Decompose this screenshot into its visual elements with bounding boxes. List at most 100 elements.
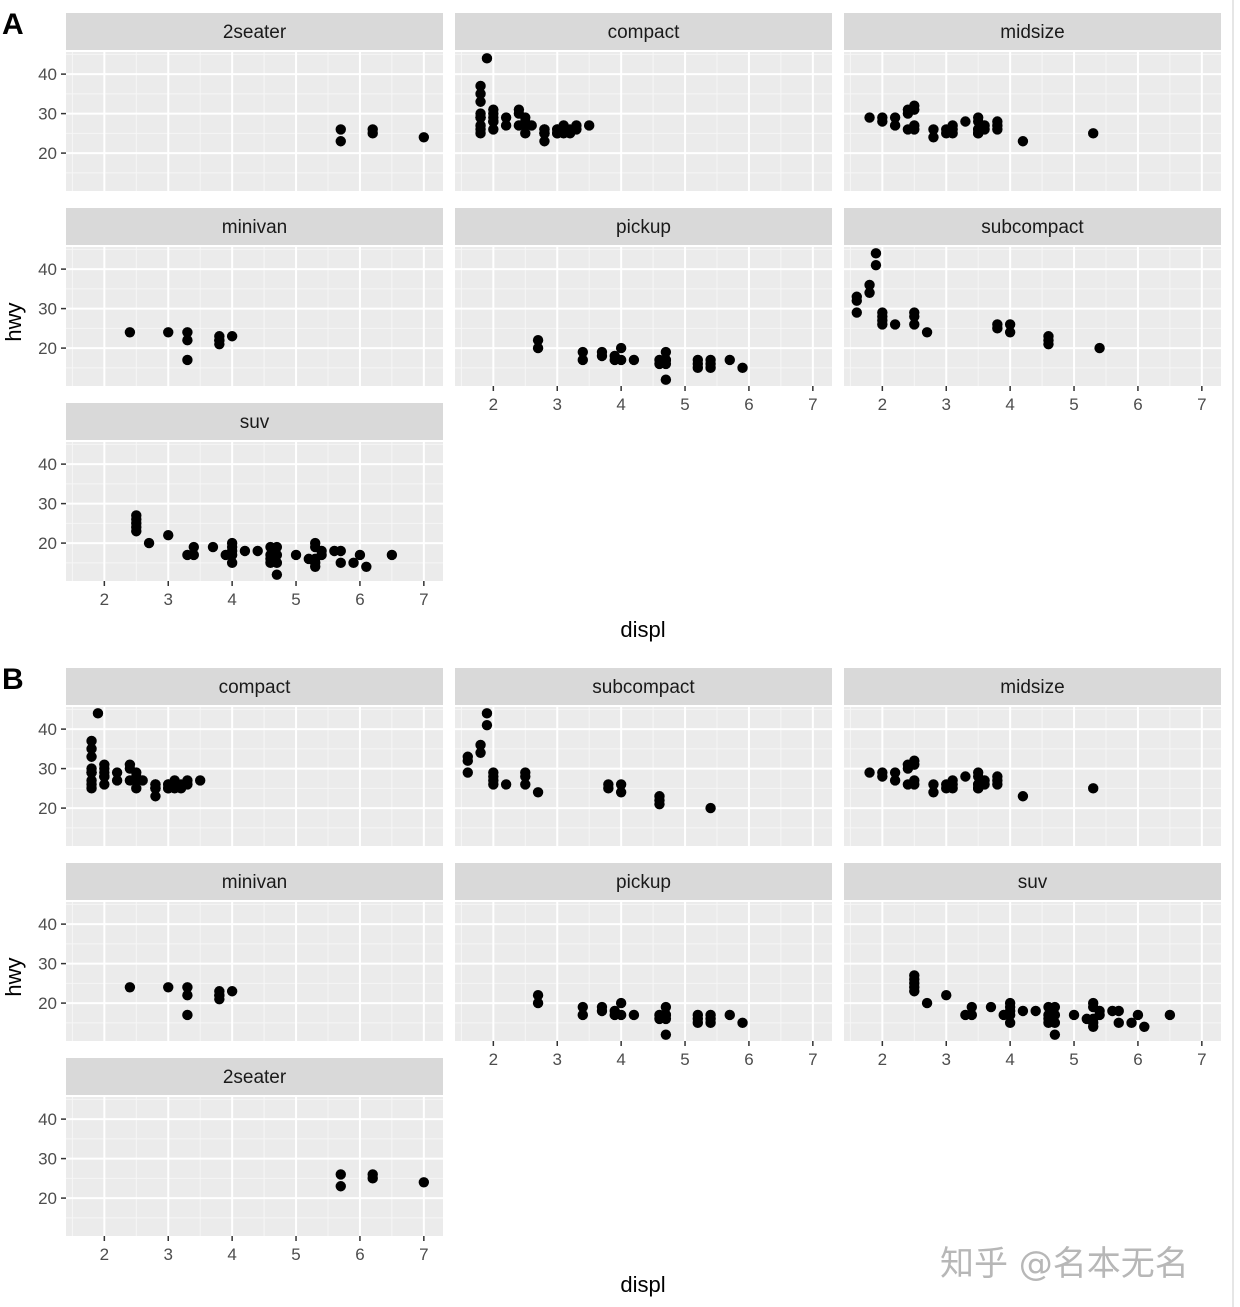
data-point: [909, 311, 920, 322]
facet-strip: [66, 403, 443, 440]
x-tick-label: 5: [680, 1050, 689, 1069]
data-point: [909, 319, 920, 330]
data-point: [1126, 1017, 1137, 1029]
x-tick-label: 5: [291, 590, 300, 609]
data-point: [564, 128, 576, 139]
data-point: [475, 88, 486, 100]
data-point: [310, 561, 321, 572]
x-tick-label: 4: [1005, 1050, 1014, 1069]
data-point: [481, 53, 493, 64]
data-point: [226, 986, 238, 997]
data-point: [979, 124, 990, 135]
data-point: [577, 354, 588, 366]
x-tick-label: 4: [227, 1245, 236, 1264]
x-tick-label: 5: [291, 1245, 300, 1264]
data-point: [367, 128, 378, 139]
data-point: [864, 767, 875, 778]
data-point: [86, 763, 97, 774]
data-point: [150, 783, 161, 794]
y-tick-label: 40: [38, 260, 57, 279]
y-tick-label: 20: [38, 144, 57, 163]
facet-strip-label: subcompact: [592, 677, 695, 698]
x-tick-label: 4: [227, 590, 236, 609]
data-point: [86, 775, 97, 786]
data-point: [615, 354, 627, 366]
data-point: [271, 557, 283, 569]
x-tick-label: 3: [942, 395, 951, 414]
data-point: [539, 128, 550, 139]
data-point: [111, 767, 123, 778]
data-point: [909, 124, 920, 135]
x-tick-label: 7: [419, 590, 428, 609]
panel-background: [66, 442, 443, 581]
data-point: [182, 327, 193, 338]
data-point: [1030, 1005, 1041, 1017]
data-point: [335, 124, 346, 135]
facet-strip-label: minivan: [222, 217, 287, 238]
data-point: [335, 545, 346, 557]
data-point: [1049, 1029, 1061, 1040]
data-point: [909, 986, 920, 997]
data-point: [1017, 791, 1029, 802]
facet-panel-compact: compact: [455, 13, 832, 191]
data-point: [889, 775, 901, 786]
data-point: [1004, 1017, 1016, 1029]
data-point: [99, 771, 110, 782]
data-point: [603, 783, 614, 794]
watermark: 知乎 @名本无名: [940, 1244, 1189, 1284]
data-point: [1139, 1021, 1150, 1032]
data-point: [1017, 1005, 1029, 1017]
data-point: [1094, 342, 1105, 354]
data-point: [724, 1009, 735, 1021]
y-tick-label: 30: [38, 495, 57, 514]
y-tick-label: 20: [38, 1189, 57, 1208]
x-tick-label: 7: [1197, 395, 1206, 414]
y-tick-label: 30: [38, 955, 57, 974]
data-point: [909, 104, 920, 115]
data-point: [226, 557, 238, 569]
facet-panel-pickup: pickup 2 3 4 5 6 7: [455, 863, 832, 1069]
data-point: [207, 541, 219, 553]
data-point: [92, 708, 104, 719]
data-point: [475, 128, 486, 139]
x-tick-label: 3: [164, 1245, 173, 1264]
x-tick-label: 2: [100, 590, 109, 609]
data-point: [877, 112, 888, 123]
data-point: [182, 982, 193, 993]
x-tick-label: 5: [1069, 1050, 1078, 1069]
data-point: [877, 767, 888, 778]
data-point: [182, 989, 193, 1001]
facet-strip: [66, 208, 443, 245]
data-point: [692, 1013, 704, 1025]
data-point: [386, 549, 398, 561]
data-point: [182, 334, 193, 346]
facet-strip-label: minivan: [222, 872, 287, 893]
data-point: [1049, 1001, 1061, 1013]
x-tick-label: 6: [355, 1245, 364, 1264]
data-point: [628, 1009, 640, 1021]
data-point: [500, 779, 512, 790]
data-point: [1068, 1009, 1080, 1021]
facet-strip: [844, 13, 1221, 50]
data-point: [966, 1001, 977, 1013]
data-point: [928, 787, 939, 798]
panel-background: [844, 247, 1221, 386]
data-point: [921, 327, 933, 338]
data-point: [163, 327, 174, 338]
data-point: [532, 334, 544, 346]
data-point: [628, 354, 640, 366]
x-tick-label: 6: [1133, 395, 1142, 414]
data-point: [488, 124, 499, 135]
data-point: [909, 759, 920, 770]
data-point: [577, 1009, 588, 1021]
x-tick-label: 2: [100, 1245, 109, 1264]
facet-strip: [66, 668, 443, 705]
data-point: [851, 295, 862, 306]
data-point: [475, 108, 486, 119]
data-point: [271, 569, 283, 580]
data-point: [992, 775, 1003, 786]
data-point: [660, 374, 672, 385]
data-point: [864, 279, 875, 291]
data-point: [864, 287, 875, 299]
